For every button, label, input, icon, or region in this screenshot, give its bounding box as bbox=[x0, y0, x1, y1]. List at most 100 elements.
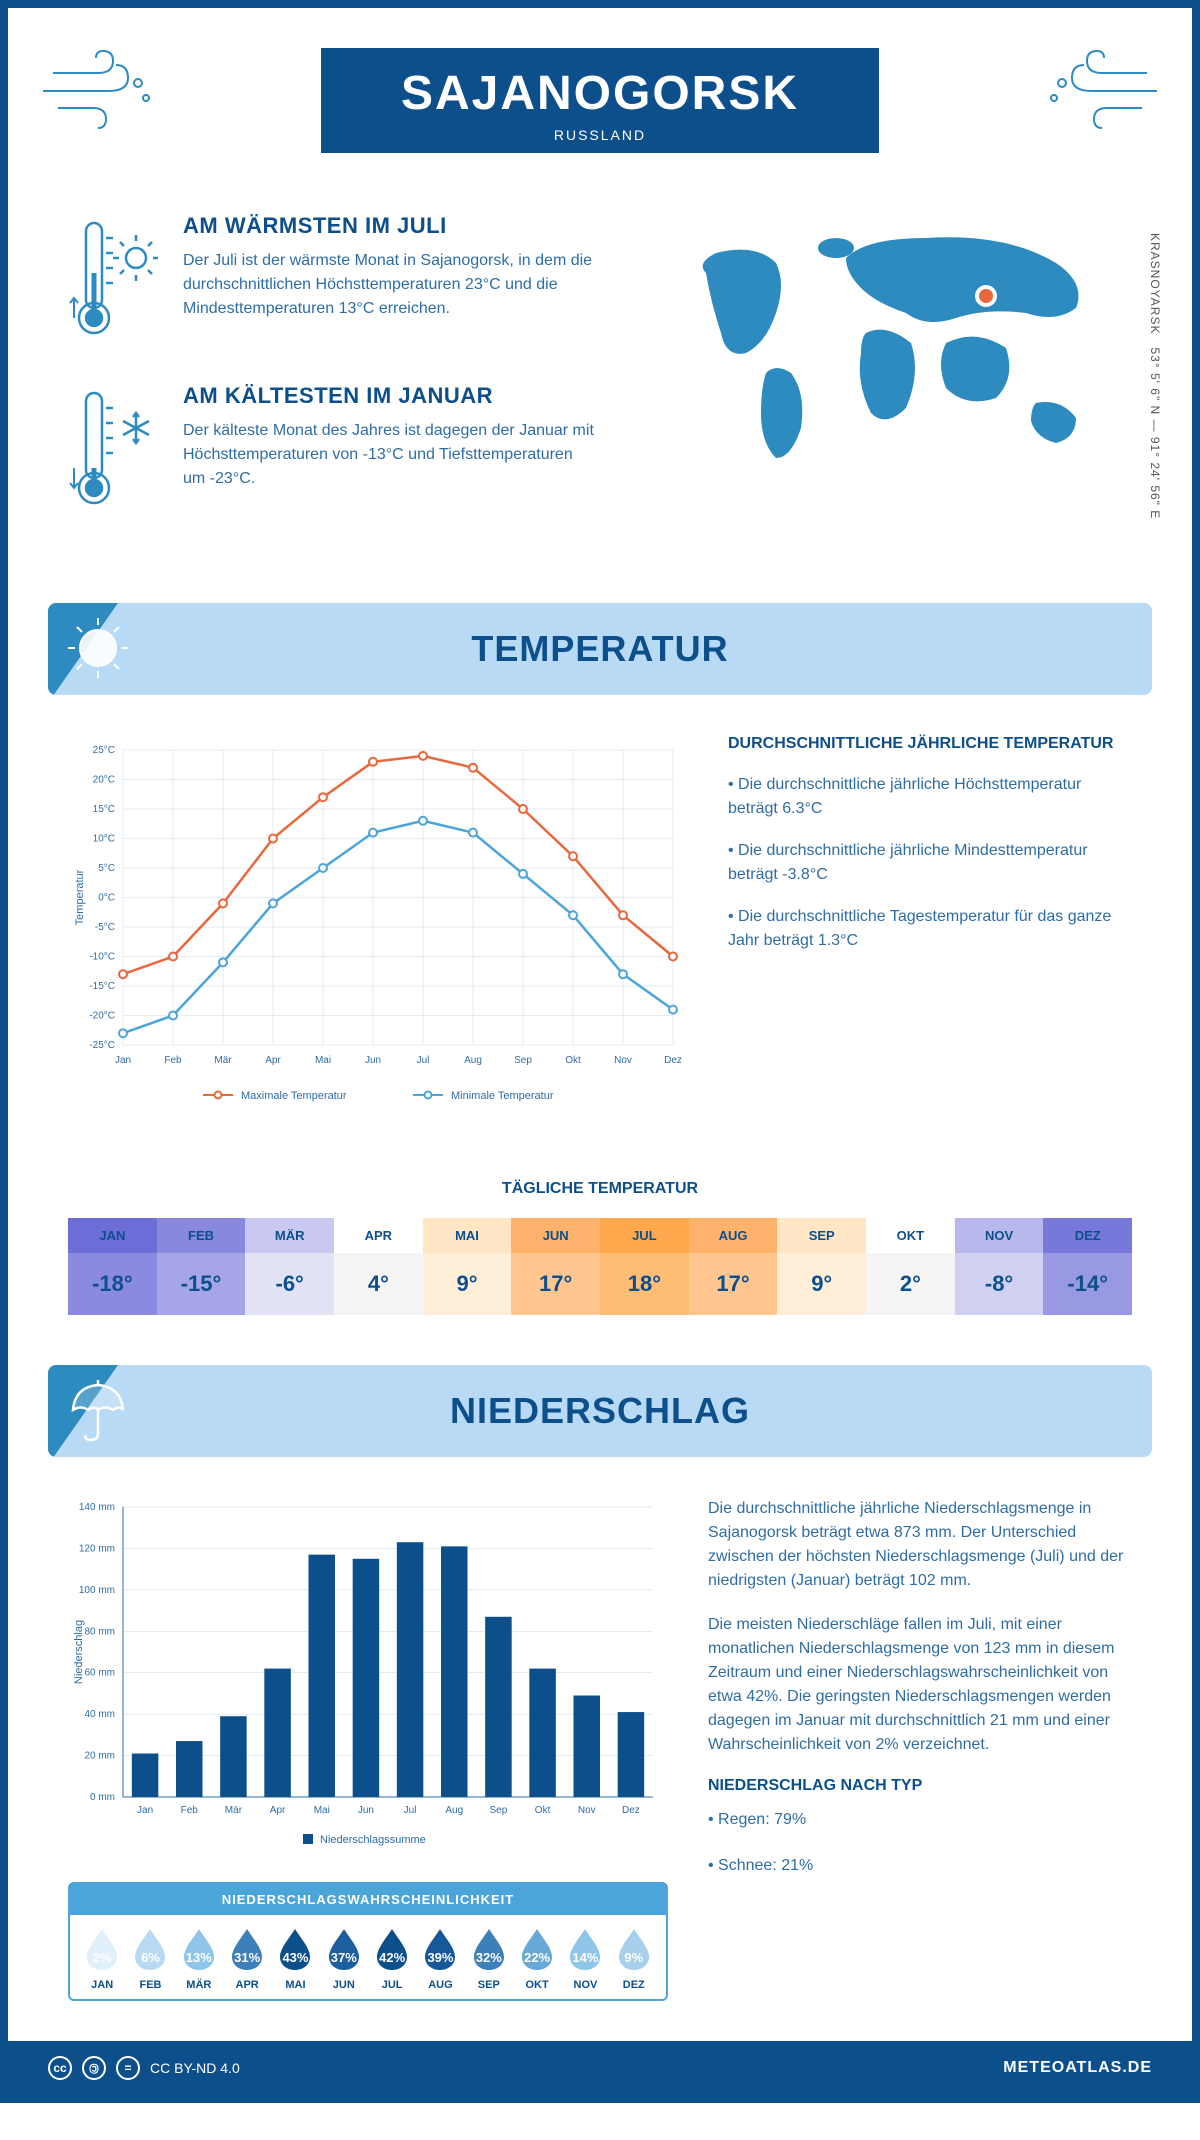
precip-para-1: Die durchschnittliche jährliche Niedersc… bbox=[708, 1497, 1132, 1593]
svg-text:Temperatur: Temperatur bbox=[74, 869, 86, 925]
warm-body: Der Juli ist der wärmste Monat in Sajano… bbox=[183, 249, 599, 321]
prob-cell: 37% JUN bbox=[320, 1927, 368, 1991]
precip-banner: NIEDERSCHLAG bbox=[48, 1365, 1152, 1457]
svg-text:Dez: Dez bbox=[664, 1055, 682, 1066]
svg-text:-5°C: -5°C bbox=[95, 922, 115, 933]
type-bullet: • Regen: 79% bbox=[708, 1807, 1132, 1833]
precip-type-title: NIEDERSCHLAG NACH TYP bbox=[708, 1777, 1132, 1795]
prob-cell: 43% MAI bbox=[271, 1927, 319, 1991]
svg-text:Aug: Aug bbox=[464, 1055, 482, 1066]
city-title: SAJANOGORSK bbox=[401, 66, 799, 121]
page-frame: SAJANOGORSK RUSSLAND bbox=[0, 0, 1200, 2103]
svg-text:Okt: Okt bbox=[535, 1805, 551, 1816]
svg-text:100 mm: 100 mm bbox=[79, 1585, 115, 1596]
precip-content: 0 mm20 mm40 mm60 mm80 mm100 mm120 mm140 … bbox=[8, 1457, 1192, 2041]
svg-text:5°C: 5°C bbox=[98, 863, 115, 874]
prob-cell: 14% NOV bbox=[561, 1927, 609, 1991]
daily-temp-title: TÄGLICHE TEMPERATUR bbox=[8, 1180, 1192, 1198]
svg-text:Apr: Apr bbox=[265, 1055, 281, 1066]
prob-title: NIEDERSCHLAGSWAHRSCHEINLICHKEIT bbox=[70, 1884, 666, 1915]
brand: METEOATLAS.DE bbox=[1003, 2059, 1152, 2077]
thermometer-cold-icon bbox=[68, 383, 158, 513]
temp-bullet: • Die durchschnittliche jährliche Mindes… bbox=[728, 839, 1132, 887]
svg-text:60 mm: 60 mm bbox=[84, 1668, 115, 1679]
wind-icon-left bbox=[38, 43, 158, 133]
daily-temp-cell: APR4° bbox=[334, 1218, 423, 1315]
svg-text:25°C: 25°C bbox=[93, 745, 115, 756]
svg-text:-25°C: -25°C bbox=[89, 1040, 115, 1051]
svg-text:-20°C: -20°C bbox=[89, 1011, 115, 1022]
wind-icon-right bbox=[1042, 43, 1162, 133]
svg-text:Jul: Jul bbox=[417, 1055, 430, 1066]
precip-type-bullets: • Regen: 79% • Schnee: 21% bbox=[708, 1807, 1132, 1878]
svg-text:Maximale Temperatur: Maximale Temperatur bbox=[241, 1090, 347, 1102]
svg-text:Jan: Jan bbox=[115, 1055, 131, 1066]
prob-cell: 31% APR bbox=[223, 1927, 271, 1991]
svg-text:Apr: Apr bbox=[270, 1805, 286, 1816]
precip-probability-box: NIEDERSCHLAGSWAHRSCHEINLICHKEIT 2% JAN 6… bbox=[68, 1882, 668, 2001]
daily-temp-cell: JAN-18° bbox=[68, 1218, 157, 1315]
title-ribbon: SAJANOGORSK RUSSLAND bbox=[321, 48, 879, 153]
by-icon: 🄯 bbox=[82, 2056, 106, 2080]
svg-text:Nov: Nov bbox=[578, 1805, 596, 1816]
svg-text:120 mm: 120 mm bbox=[79, 1543, 115, 1554]
svg-text:Okt: Okt bbox=[565, 1055, 581, 1066]
umbrella-icon bbox=[63, 1375, 133, 1445]
daily-temp-cell: DEZ-14° bbox=[1043, 1218, 1132, 1315]
svg-text:Niederschlagssumme: Niederschlagssumme bbox=[320, 1834, 426, 1846]
nd-icon: = bbox=[116, 2056, 140, 2080]
daily-temp-cell: MÄR-6° bbox=[245, 1218, 334, 1315]
warm-title: AM WÄRMSTEN IM JULI bbox=[183, 213, 599, 239]
prob-cell: 22% OKT bbox=[513, 1927, 561, 1991]
temperature-banner: TEMPERATUR bbox=[48, 603, 1152, 695]
svg-text:80 mm: 80 mm bbox=[84, 1626, 115, 1637]
sun-icon bbox=[63, 613, 133, 683]
cold-fact: AM KÄLTESTEN IM JANUAR Der kälteste Mona… bbox=[68, 383, 599, 513]
svg-text:Minimale Temperatur: Minimale Temperatur bbox=[451, 1090, 554, 1102]
svg-text:0 mm: 0 mm bbox=[90, 1792, 115, 1803]
svg-text:20 mm: 20 mm bbox=[84, 1751, 115, 1762]
avg-temp-bullets: • Die durchschnittliche jährliche Höchst… bbox=[728, 773, 1132, 953]
daily-temp-cell: JUN17° bbox=[511, 1218, 600, 1315]
precip-bar-chart: 0 mm20 mm40 mm60 mm80 mm100 mm120 mm140 … bbox=[68, 1497, 668, 1857]
svg-text:Feb: Feb bbox=[164, 1055, 182, 1066]
daily-temp-cell: SEP9° bbox=[777, 1218, 866, 1315]
svg-text:Sep: Sep bbox=[514, 1055, 532, 1066]
temp-bullet: • Die durchschnittliche Tagestemperatur … bbox=[728, 905, 1132, 953]
footer: cc 🄯 = CC BY-ND 4.0 METEOATLAS.DE bbox=[8, 2041, 1192, 2095]
daily-temp-cell: FEB-15° bbox=[157, 1218, 246, 1315]
svg-text:Jun: Jun bbox=[365, 1055, 381, 1066]
svg-text:Feb: Feb bbox=[181, 1805, 199, 1816]
temperature-content: -25°C-20°C-15°C-10°C-5°C0°C5°C10°C15°C20… bbox=[8, 695, 1192, 1160]
svg-text:140 mm: 140 mm bbox=[79, 1502, 115, 1513]
daily-temp-cell: MAI9° bbox=[423, 1218, 512, 1315]
svg-text:Mai: Mai bbox=[315, 1055, 331, 1066]
prob-cell: 9% DEZ bbox=[610, 1927, 658, 1991]
prob-cell: 39% AUG bbox=[416, 1927, 464, 1991]
svg-text:Mai: Mai bbox=[314, 1805, 330, 1816]
prob-cell: 2% JAN bbox=[78, 1927, 126, 1991]
world-map-icon bbox=[666, 213, 1116, 473]
type-bullet: • Schnee: 21% bbox=[708, 1853, 1132, 1879]
svg-text:20°C: 20°C bbox=[93, 775, 115, 786]
svg-text:Nov: Nov bbox=[614, 1055, 632, 1066]
cold-body: Der kälteste Monat des Jahres ist dagege… bbox=[183, 419, 599, 491]
svg-text:Jul: Jul bbox=[404, 1805, 417, 1816]
header: SAJANOGORSK RUSSLAND bbox=[8, 8, 1192, 173]
prob-cell: 32% SEP bbox=[465, 1927, 513, 1991]
svg-text:-10°C: -10°C bbox=[89, 952, 115, 963]
svg-text:-15°C: -15°C bbox=[89, 981, 115, 992]
svg-text:Jan: Jan bbox=[137, 1805, 153, 1816]
precip-title: NIEDERSCHLAG bbox=[73, 1390, 1127, 1432]
svg-text:Dez: Dez bbox=[622, 1805, 640, 1816]
daily-temp-cell: NOV-8° bbox=[955, 1218, 1044, 1315]
daily-temp-strip: JAN-18°FEB-15°MÄR-6°APR4°MAI9°JUN17°JUL1… bbox=[68, 1218, 1132, 1315]
warm-fact: AM WÄRMSTEN IM JULI Der Juli ist der wär… bbox=[68, 213, 599, 343]
svg-text:15°C: 15°C bbox=[93, 804, 115, 815]
prob-cell: 13% MÄR bbox=[175, 1927, 223, 1991]
map-panel: KRASNOYARSK 53° 5' 6" N — 91° 24' 56" E bbox=[649, 213, 1132, 553]
prob-cell: 42% JUL bbox=[368, 1927, 416, 1991]
svg-text:Mär: Mär bbox=[214, 1055, 232, 1066]
avg-temp-title: DURCHSCHNITTLICHE JÄHRLICHE TEMPERATUR bbox=[728, 735, 1132, 753]
prob-cell: 6% FEB bbox=[126, 1927, 174, 1991]
